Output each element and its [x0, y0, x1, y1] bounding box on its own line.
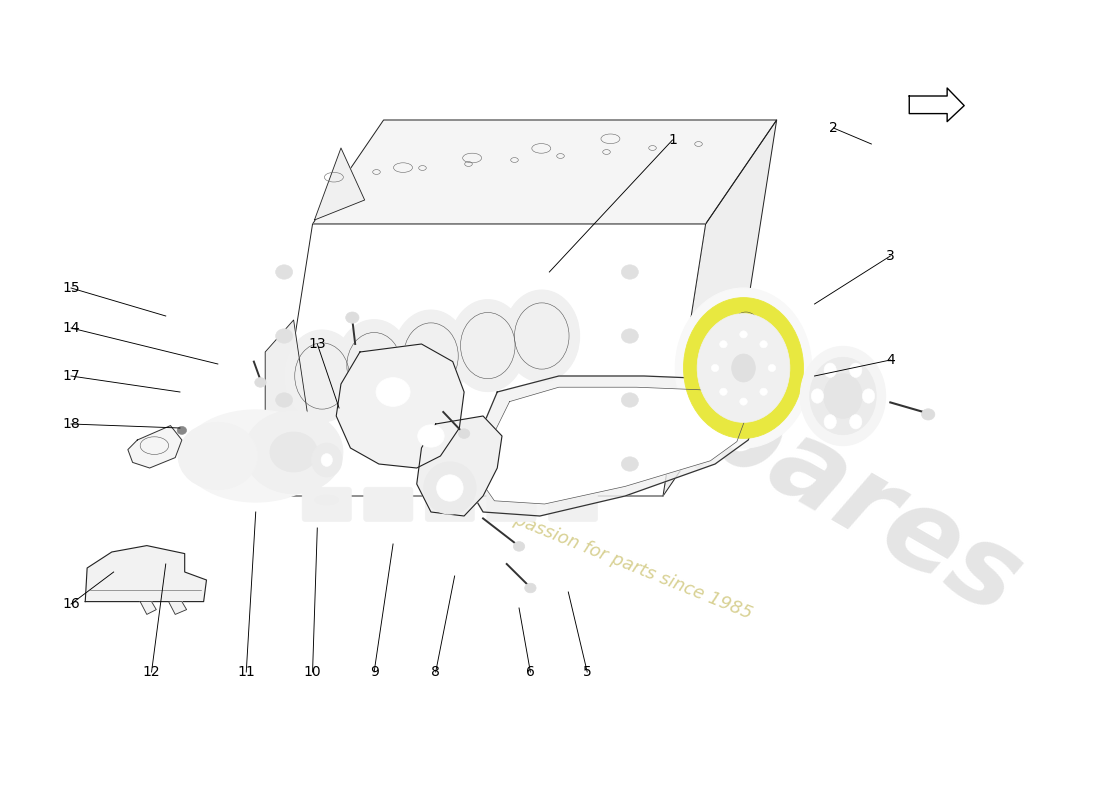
Circle shape — [621, 265, 638, 279]
Circle shape — [621, 457, 638, 471]
Text: 9: 9 — [370, 665, 378, 679]
Circle shape — [345, 312, 359, 323]
Ellipse shape — [760, 388, 768, 395]
Circle shape — [525, 583, 536, 593]
Text: 17: 17 — [63, 369, 80, 383]
Ellipse shape — [732, 354, 756, 382]
Polygon shape — [128, 426, 182, 468]
Text: 4: 4 — [886, 353, 894, 367]
Ellipse shape — [739, 398, 747, 405]
Ellipse shape — [719, 341, 727, 348]
Text: 1: 1 — [668, 133, 676, 147]
Circle shape — [244, 410, 343, 494]
Circle shape — [621, 393, 638, 407]
Circle shape — [418, 425, 444, 447]
Text: 10: 10 — [304, 665, 321, 679]
Polygon shape — [663, 120, 777, 496]
Text: 8: 8 — [431, 665, 440, 679]
Ellipse shape — [675, 288, 812, 448]
Polygon shape — [270, 224, 705, 496]
Circle shape — [276, 393, 293, 407]
Circle shape — [621, 329, 638, 343]
Text: 15: 15 — [63, 281, 80, 295]
Ellipse shape — [849, 414, 862, 429]
Text: 3: 3 — [886, 249, 894, 263]
Text: 14: 14 — [63, 321, 80, 335]
Ellipse shape — [824, 363, 836, 378]
Circle shape — [276, 457, 293, 471]
Ellipse shape — [504, 290, 580, 382]
Ellipse shape — [760, 341, 768, 348]
Text: 13: 13 — [308, 337, 326, 351]
Polygon shape — [417, 416, 502, 516]
Ellipse shape — [712, 364, 719, 371]
Ellipse shape — [768, 364, 776, 371]
Circle shape — [270, 432, 317, 472]
Polygon shape — [168, 602, 187, 614]
Ellipse shape — [450, 300, 526, 392]
Ellipse shape — [849, 363, 862, 378]
Ellipse shape — [337, 319, 412, 411]
FancyBboxPatch shape — [302, 487, 351, 522]
Circle shape — [922, 409, 935, 420]
Ellipse shape — [739, 330, 747, 338]
Text: 16: 16 — [63, 597, 80, 611]
Ellipse shape — [284, 330, 360, 422]
Polygon shape — [85, 546, 207, 602]
Ellipse shape — [424, 462, 476, 514]
Circle shape — [276, 329, 293, 343]
Ellipse shape — [437, 474, 463, 501]
Ellipse shape — [697, 314, 790, 422]
Text: a passion for parts since 1985: a passion for parts since 1985 — [496, 505, 755, 623]
FancyBboxPatch shape — [364, 487, 412, 522]
Polygon shape — [481, 387, 746, 504]
Ellipse shape — [810, 358, 877, 434]
Polygon shape — [265, 320, 308, 496]
Ellipse shape — [824, 414, 836, 429]
Text: 11: 11 — [238, 665, 255, 679]
Ellipse shape — [732, 384, 760, 418]
Ellipse shape — [862, 389, 874, 403]
Ellipse shape — [393, 310, 469, 402]
Ellipse shape — [719, 298, 772, 358]
Polygon shape — [312, 120, 777, 224]
Ellipse shape — [683, 298, 803, 438]
FancyBboxPatch shape — [487, 487, 536, 522]
Text: 18: 18 — [63, 417, 80, 431]
FancyBboxPatch shape — [426, 487, 474, 522]
Ellipse shape — [183, 410, 329, 502]
Text: 5: 5 — [583, 665, 592, 679]
Circle shape — [514, 542, 525, 551]
Polygon shape — [469, 376, 758, 516]
Circle shape — [459, 429, 470, 438]
Ellipse shape — [311, 443, 342, 477]
Ellipse shape — [824, 374, 862, 418]
Circle shape — [177, 426, 187, 434]
Polygon shape — [910, 88, 965, 122]
Ellipse shape — [801, 346, 886, 446]
Polygon shape — [140, 602, 156, 614]
Text: 2: 2 — [829, 121, 838, 135]
Ellipse shape — [321, 454, 332, 466]
Polygon shape — [337, 344, 464, 468]
FancyBboxPatch shape — [549, 487, 597, 522]
Circle shape — [376, 378, 410, 406]
Text: 12: 12 — [143, 665, 161, 679]
Text: eurospares: eurospares — [377, 194, 1039, 638]
Polygon shape — [315, 148, 365, 220]
Ellipse shape — [719, 388, 727, 395]
Ellipse shape — [315, 495, 339, 505]
Circle shape — [276, 265, 293, 279]
Circle shape — [178, 422, 257, 490]
Text: 6: 6 — [526, 665, 535, 679]
Ellipse shape — [811, 389, 824, 403]
Circle shape — [255, 378, 266, 387]
